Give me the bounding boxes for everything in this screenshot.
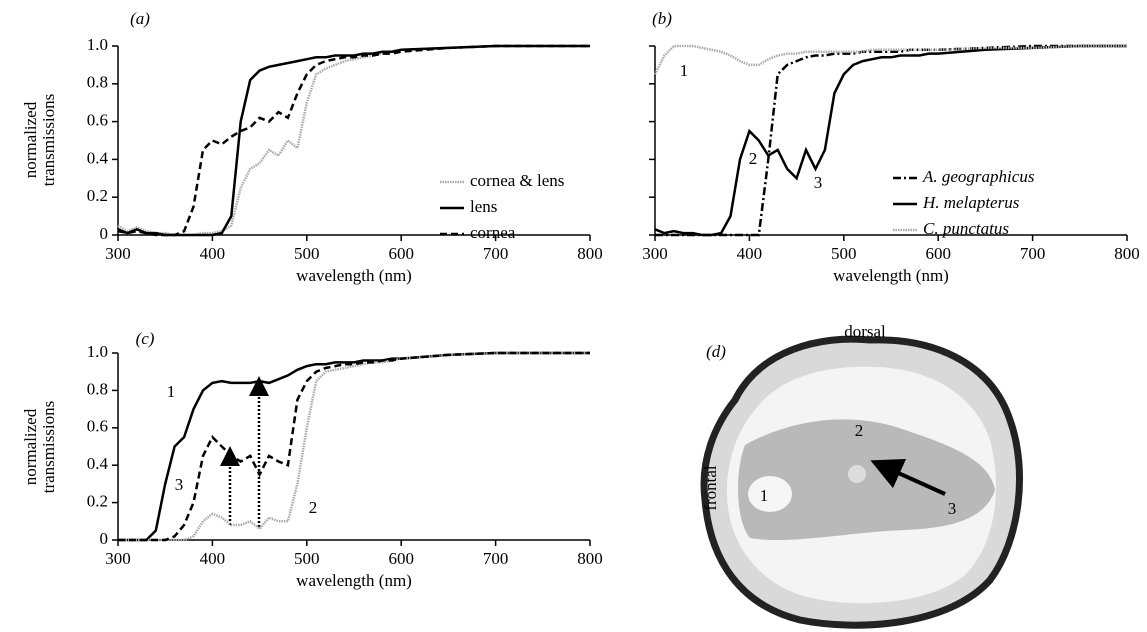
y-tick-label: 0.2 (87, 186, 108, 205)
x-tick-label: 800 (577, 549, 603, 568)
annotation: 2 (309, 498, 318, 517)
x-axis-label: wavelength (nm) (833, 266, 949, 285)
annotation: 2 (749, 149, 758, 168)
x-tick-label: 500 (831, 244, 857, 263)
legend-label: A. geographicus (922, 167, 1035, 186)
line (653, 44, 1127, 75)
x-tick-label: 700 (483, 244, 509, 263)
line (118, 351, 590, 542)
line (117, 44, 590, 237)
x-tick-label: 600 (925, 244, 951, 263)
annotation: 2 (855, 421, 864, 440)
y-tick-label: 1.0 (87, 342, 108, 361)
y-tick-label: 0.2 (87, 492, 108, 511)
legend-label: H. melapterus (922, 193, 1020, 212)
legend-label: cornea (470, 223, 516, 242)
annotation: dorsal (844, 322, 886, 341)
legend-label: C. punctatus (923, 219, 1009, 238)
x-tick-label: 500 (294, 244, 320, 263)
gray-region (738, 419, 995, 541)
line (117, 44, 590, 237)
y-tick-label: 0.4 (87, 148, 109, 167)
x-tick-label: 300 (105, 244, 131, 263)
panel-label: (d) (706, 342, 726, 361)
annotation: 3 (175, 475, 184, 494)
legend-label: lens (470, 197, 497, 216)
x-axis-label: wavelength (nm) (296, 266, 412, 285)
line (118, 351, 590, 542)
x-tick-label: 600 (388, 244, 414, 263)
annotation: 1 (760, 486, 769, 505)
y-tick-label: 0.6 (87, 111, 108, 130)
y-tick-label: 0.4 (87, 454, 109, 473)
annotation: 3 (948, 499, 957, 518)
line (654, 44, 1127, 237)
legend-label: cornea & lens (470, 171, 564, 190)
x-tick-label: 500 (294, 549, 320, 568)
panel-label: (a) (130, 9, 150, 28)
y-tick-label: 1.0 (87, 35, 108, 54)
lens-image (700, 335, 1024, 629)
y-tick-label: 0 (100, 224, 109, 243)
x-tick-label: 700 (483, 549, 509, 568)
annotation: 1 (680, 61, 689, 80)
x-tick-label: 800 (577, 244, 603, 263)
x-tick-label: 600 (388, 549, 414, 568)
x-tick-label: 800 (1114, 244, 1140, 263)
annotation: frontal (701, 465, 720, 511)
x-tick-label: 300 (105, 549, 131, 568)
line (655, 44, 1127, 237)
line (118, 351, 590, 542)
x-axis-label: wavelength (nm) (296, 571, 412, 590)
y-axis-label: normalized transmissions (21, 400, 58, 494)
x-tick-label: 400 (200, 244, 226, 263)
x-tick-label: 400 (200, 549, 226, 568)
y-tick-label: 0.6 (87, 417, 108, 436)
x-tick-label: 300 (642, 244, 668, 263)
annotation: 1 (167, 382, 176, 401)
arrow (870, 458, 946, 496)
spot (748, 476, 792, 512)
y-tick-label: 0 (100, 529, 109, 548)
y-axis-label: normalized transmissions (21, 93, 58, 187)
x-tick-label: 700 (1020, 244, 1046, 263)
spot (848, 465, 866, 483)
annotation: 3 (814, 173, 823, 192)
line (117, 44, 590, 237)
y-tick-label: 0.8 (87, 73, 108, 92)
x-tick-label: 400 (737, 244, 763, 263)
panel-label: (b) (652, 9, 672, 28)
panel-label: (c) (136, 329, 155, 348)
y-tick-label: 0.8 (87, 379, 108, 398)
